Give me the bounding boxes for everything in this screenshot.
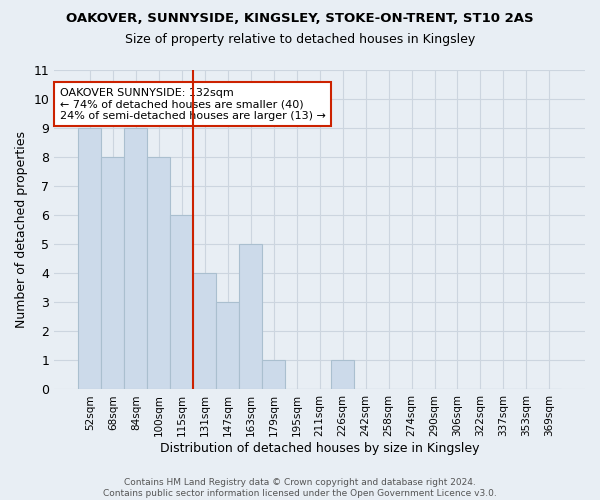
Bar: [262, 360, 285, 390]
Bar: [124, 128, 148, 390]
Bar: [148, 157, 170, 390]
Bar: [170, 215, 193, 390]
Bar: [79, 128, 101, 390]
Text: Contains HM Land Registry data © Crown copyright and database right 2024.
Contai: Contains HM Land Registry data © Crown c…: [103, 478, 497, 498]
Text: Size of property relative to detached houses in Kingsley: Size of property relative to detached ho…: [125, 32, 475, 46]
Bar: [239, 244, 262, 390]
X-axis label: Distribution of detached houses by size in Kingsley: Distribution of detached houses by size …: [160, 442, 479, 455]
Text: OAKOVER SUNNYSIDE: 132sqm
← 74% of detached houses are smaller (40)
24% of semi-: OAKOVER SUNNYSIDE: 132sqm ← 74% of detac…: [59, 88, 325, 121]
Bar: [193, 274, 216, 390]
Text: OAKOVER, SUNNYSIDE, KINGSLEY, STOKE-ON-TRENT, ST10 2AS: OAKOVER, SUNNYSIDE, KINGSLEY, STOKE-ON-T…: [66, 12, 534, 26]
Bar: [216, 302, 239, 390]
Bar: [101, 157, 124, 390]
Y-axis label: Number of detached properties: Number of detached properties: [15, 131, 28, 328]
Bar: [331, 360, 354, 390]
